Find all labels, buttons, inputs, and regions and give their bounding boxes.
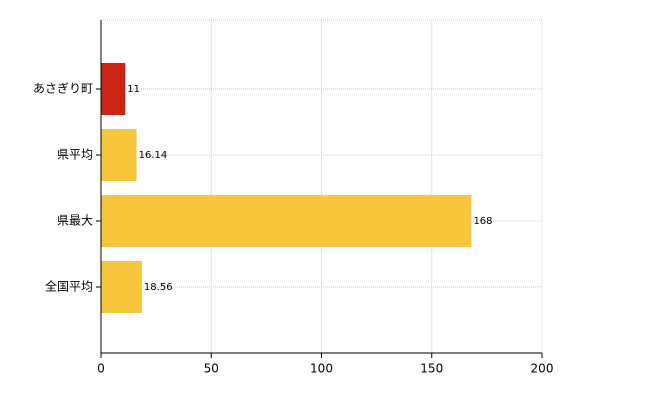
x-tick-label: 200 <box>531 362 554 376</box>
y-tick-label: あさぎり町 <box>33 82 93 96</box>
value-label: 11 <box>127 84 140 95</box>
value-label: 18.56 <box>144 282 173 293</box>
value-label: 168 <box>473 216 492 227</box>
bar <box>101 129 137 181</box>
y-tick-label: 全国平均 <box>45 279 93 294</box>
bar <box>101 63 126 115</box>
bar <box>101 195 472 247</box>
value-label: 16.14 <box>139 150 168 161</box>
x-tick-label: 100 <box>310 362 333 376</box>
bar <box>101 261 142 313</box>
x-tick-label: 150 <box>420 362 443 376</box>
y-tick-label: 県最大 <box>57 214 93 228</box>
y-tick-label: 県平均 <box>57 148 93 162</box>
x-tick-label: 0 <box>97 362 105 376</box>
x-tick-label: 50 <box>204 362 219 376</box>
